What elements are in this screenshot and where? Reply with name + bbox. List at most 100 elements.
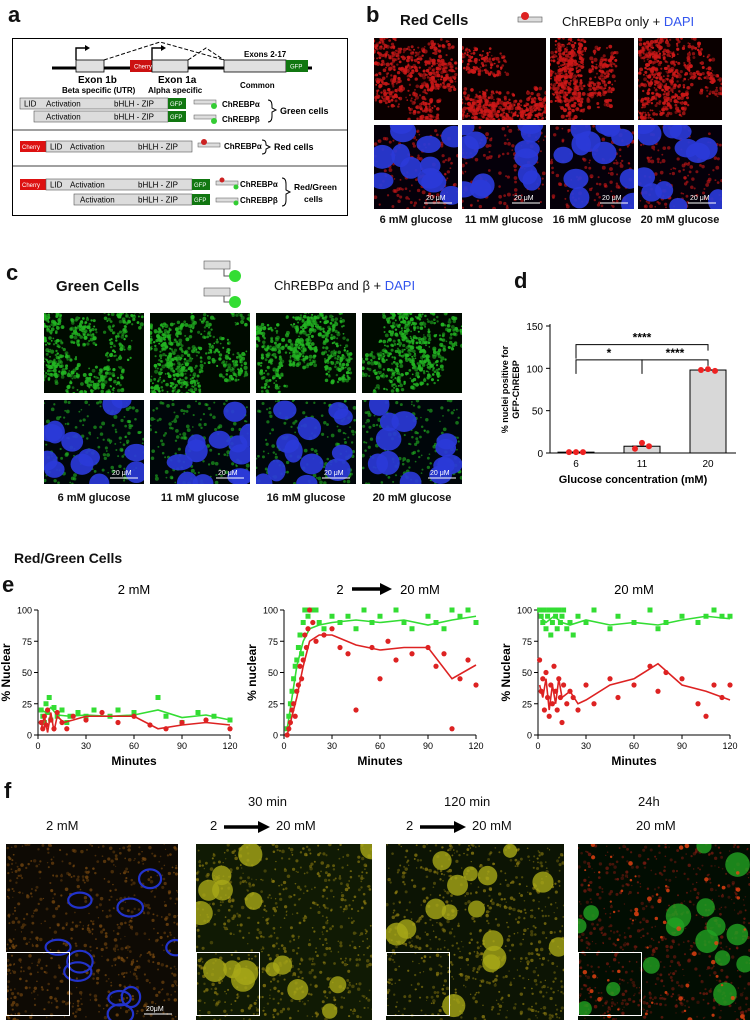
data-point <box>591 607 597 613</box>
green-cells-image-gfp <box>256 313 356 393</box>
panel-f-image <box>578 844 750 1020</box>
y-tick-label: 100 <box>17 606 32 616</box>
redgreen-cells-label-2: cells <box>304 194 323 204</box>
data-point <box>369 620 375 625</box>
data-point <box>307 607 313 613</box>
svg-text:bHLH - ZIP: bHLH - ZIP <box>138 196 178 205</box>
data-point <box>546 713 552 719</box>
data-point <box>551 607 557 613</box>
data-point <box>457 613 463 619</box>
data-point <box>449 726 455 732</box>
x-tick-label: 120 <box>722 741 737 751</box>
panel-b-title: Red Cells <box>400 12 469 29</box>
y-tick-label: 0 <box>527 731 532 741</box>
data-point <box>163 713 169 719</box>
zoom-inset <box>578 952 642 1016</box>
data-point <box>433 663 439 669</box>
significance-bracket <box>641 359 709 374</box>
data-point <box>727 613 733 619</box>
data-point <box>441 626 447 632</box>
svg-text:ChREBPβ: ChREBPβ <box>222 115 260 124</box>
panel-b-label: ChREBPα only + DAPI <box>562 14 695 29</box>
red-alpha-construct: Cherry LID Activation bHLH - ZIP ChREBPα <box>20 139 262 153</box>
svg-text:GFP: GFP <box>170 115 182 121</box>
svg-text:Activation: Activation <box>46 113 81 122</box>
data-point <box>305 613 311 619</box>
data-point <box>607 626 613 632</box>
data-point <box>41 720 47 725</box>
data-point <box>615 613 621 619</box>
significance-bracket <box>575 359 643 374</box>
construct-icon-red <box>517 12 543 23</box>
condition-label-from: 2 <box>210 818 218 833</box>
data-point <box>554 626 560 632</box>
series-red <box>38 707 233 733</box>
x-tick-label: 90 <box>177 741 187 751</box>
zoom-inset <box>6 952 70 1016</box>
chart-title: 2 mM <box>118 582 151 597</box>
data-point <box>337 620 343 625</box>
svg-text:ChREBPβ: ChREBPβ <box>240 196 278 205</box>
bar-chart-nuclei-positive: 0 50 100 150 6 11 20 Glucose concentration (mM)… <box>500 322 736 486</box>
data-point <box>543 669 549 676</box>
x-axis-label: Minutes <box>611 754 657 768</box>
data-point <box>302 632 308 638</box>
condition-caption: 16 mM glucose <box>552 214 632 226</box>
data-point <box>631 682 637 688</box>
data-point <box>557 620 563 625</box>
data-point <box>537 607 543 613</box>
data-point <box>580 449 586 456</box>
x-tick-label: 0 <box>535 741 540 751</box>
data-point <box>316 620 322 625</box>
y-tick-label: 25 <box>268 699 278 709</box>
data-point <box>567 620 573 625</box>
panel-f-image: 20μM <box>6 844 178 1020</box>
data-point <box>727 682 733 688</box>
exon1a-sub-label: Alpha specific <box>148 86 203 95</box>
data-point <box>313 607 319 613</box>
dapi-label: DAPI <box>384 278 416 293</box>
arrow-right-icon <box>380 583 392 595</box>
data-point <box>570 632 576 638</box>
series-green <box>284 607 479 732</box>
red-cells-image-merged: 20 μM <box>638 125 722 209</box>
y-axis-label: % nuclei positive for <box>500 345 510 433</box>
exon1b-sub-label: Beta specific (UTR) <box>62 86 136 95</box>
x-tick-label: 90 <box>677 741 687 751</box>
y-tick-label: 50 <box>268 668 278 678</box>
x-tick-label: 60 <box>629 741 639 751</box>
chart-title-from: 2 <box>336 582 343 597</box>
exon1a-label: Exon 1a <box>158 75 197 86</box>
y-axis-label: % nuclear <box>245 644 259 701</box>
svg-text:LID: LID <box>24 100 37 109</box>
data-point <box>289 688 295 694</box>
common-label: Common <box>240 81 275 90</box>
data-point <box>646 443 652 450</box>
redgreen-alpha-construct: Cherry LID Activation bHLH - ZIP GFP ChR… <box>20 177 278 191</box>
svg-text:20 μM: 20 μM <box>112 470 132 477</box>
red-cells-label: Red cells <box>274 142 314 152</box>
condition-caption: 11 mM glucose <box>464 214 544 226</box>
time-label: 30 min <box>248 794 288 809</box>
data-point <box>329 626 335 632</box>
data-point <box>70 713 76 719</box>
data-point <box>115 719 121 726</box>
chart-title-to: 20 mM <box>400 582 440 597</box>
zoom-inset <box>196 952 260 1016</box>
y-axis-label: % Nuclear <box>499 643 513 701</box>
data-point <box>538 613 544 619</box>
x-axis-label: Glucose concentration (mM) <box>559 474 708 486</box>
data-point <box>295 645 301 650</box>
green-cells-image-gfp <box>44 313 144 393</box>
x-tick-label: 11 <box>637 459 648 470</box>
data-point <box>457 676 463 682</box>
data-point <box>313 638 319 644</box>
x-tick-label: 120 <box>468 741 483 751</box>
data-point <box>131 710 137 715</box>
significance-label: **** <box>633 331 652 345</box>
svg-text:GFP: GFP <box>170 102 182 108</box>
data-point <box>292 713 298 719</box>
data-point <box>75 710 81 715</box>
svg-text:LID: LID <box>50 143 63 152</box>
data-point <box>663 620 669 625</box>
